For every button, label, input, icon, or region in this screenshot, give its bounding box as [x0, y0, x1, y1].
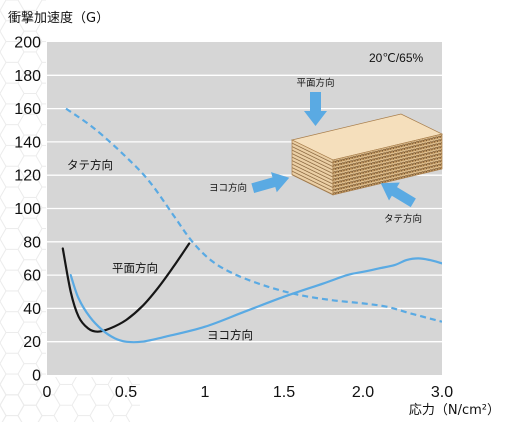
flat-direction-label: 平面方向 [112, 261, 158, 275]
y-tick-label: 60 [23, 268, 41, 285]
x-tick-label: 0 [43, 384, 52, 401]
x-tick-labels: 0 0.5 1 1.5 2.0 3.0 [43, 384, 454, 401]
y-tick-label: 40 [23, 301, 41, 318]
y-tick-label: 100 [14, 201, 41, 218]
flat-direction-arrow-icon [304, 92, 327, 126]
board-flute-face [332, 133, 443, 196]
flat-direction-arrow-label: 平面方向 [296, 77, 334, 89]
y-tick-label: 180 [14, 68, 41, 85]
background-hex-pattern-left [0, 0, 46, 422]
y-tick-label: 140 [14, 134, 41, 151]
specimen-illustration: 平面方向 ヨコ方向 タテ方向 [209, 77, 444, 225]
vertical-direction-line [65, 107, 442, 323]
y-tick-label: 0 [32, 368, 41, 385]
end-direction-arrow-icon [380, 182, 416, 208]
y-tick-labels: 0 20 40 60 80 100 120 140 160 180 200 [14, 35, 41, 385]
x-tick-label: 1 [201, 384, 210, 401]
gridlines [47, 74, 442, 343]
vertical-direction-label: タテ方向 [67, 158, 113, 172]
series-lines [61, 107, 442, 344]
y-tick-label: 160 [14, 101, 41, 118]
y-tick-label: 80 [23, 234, 41, 251]
horizontal-direction-label: ヨコ方向 [207, 328, 253, 342]
side-direction-arrow-icon [251, 172, 290, 194]
y-tick-label: 200 [14, 35, 41, 52]
board-stack [290, 113, 444, 196]
y-tick-label: 120 [14, 168, 41, 185]
condition-annotation: 20℃/65% [369, 51, 424, 65]
y-axis-title: 衝撃加速度（G） [8, 10, 109, 26]
side-direction-arrow-label: ヨコ方向 [209, 182, 247, 194]
x-tick-label: 1.5 [273, 384, 295, 401]
x-tick-label: 3.0 [431, 384, 453, 401]
y-tick-label: 20 [23, 334, 41, 351]
x-tick-label: 2.0 [352, 384, 374, 401]
flat-direction-line [61, 242, 191, 333]
x-axis-title: 応力（N/cm²） [409, 403, 500, 418]
end-direction-arrow-label: タテ方向 [384, 213, 422, 225]
background-hex-pattern-bottom [0, 377, 140, 422]
horizontal-direction-line [69, 257, 442, 344]
x-tick-label: 0.5 [115, 384, 137, 401]
